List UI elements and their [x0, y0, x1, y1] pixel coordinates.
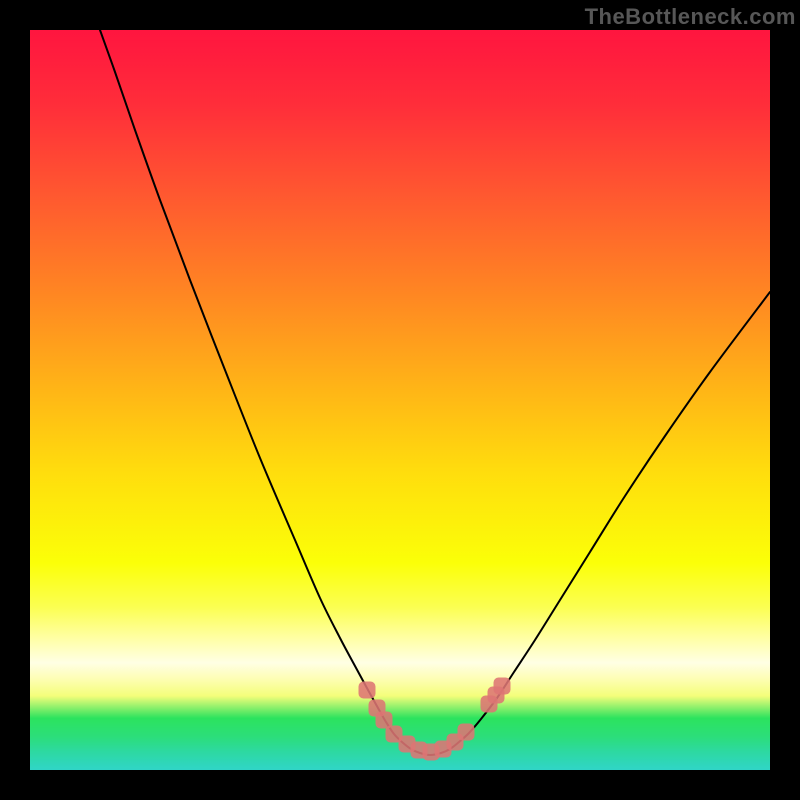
plot-background: [30, 30, 770, 770]
chart-svg: [0, 0, 800, 800]
watermark-text: TheBottleneck.com: [585, 4, 796, 30]
marker-point: [458, 724, 475, 741]
marker-point: [494, 678, 511, 695]
marker-point: [359, 682, 376, 699]
